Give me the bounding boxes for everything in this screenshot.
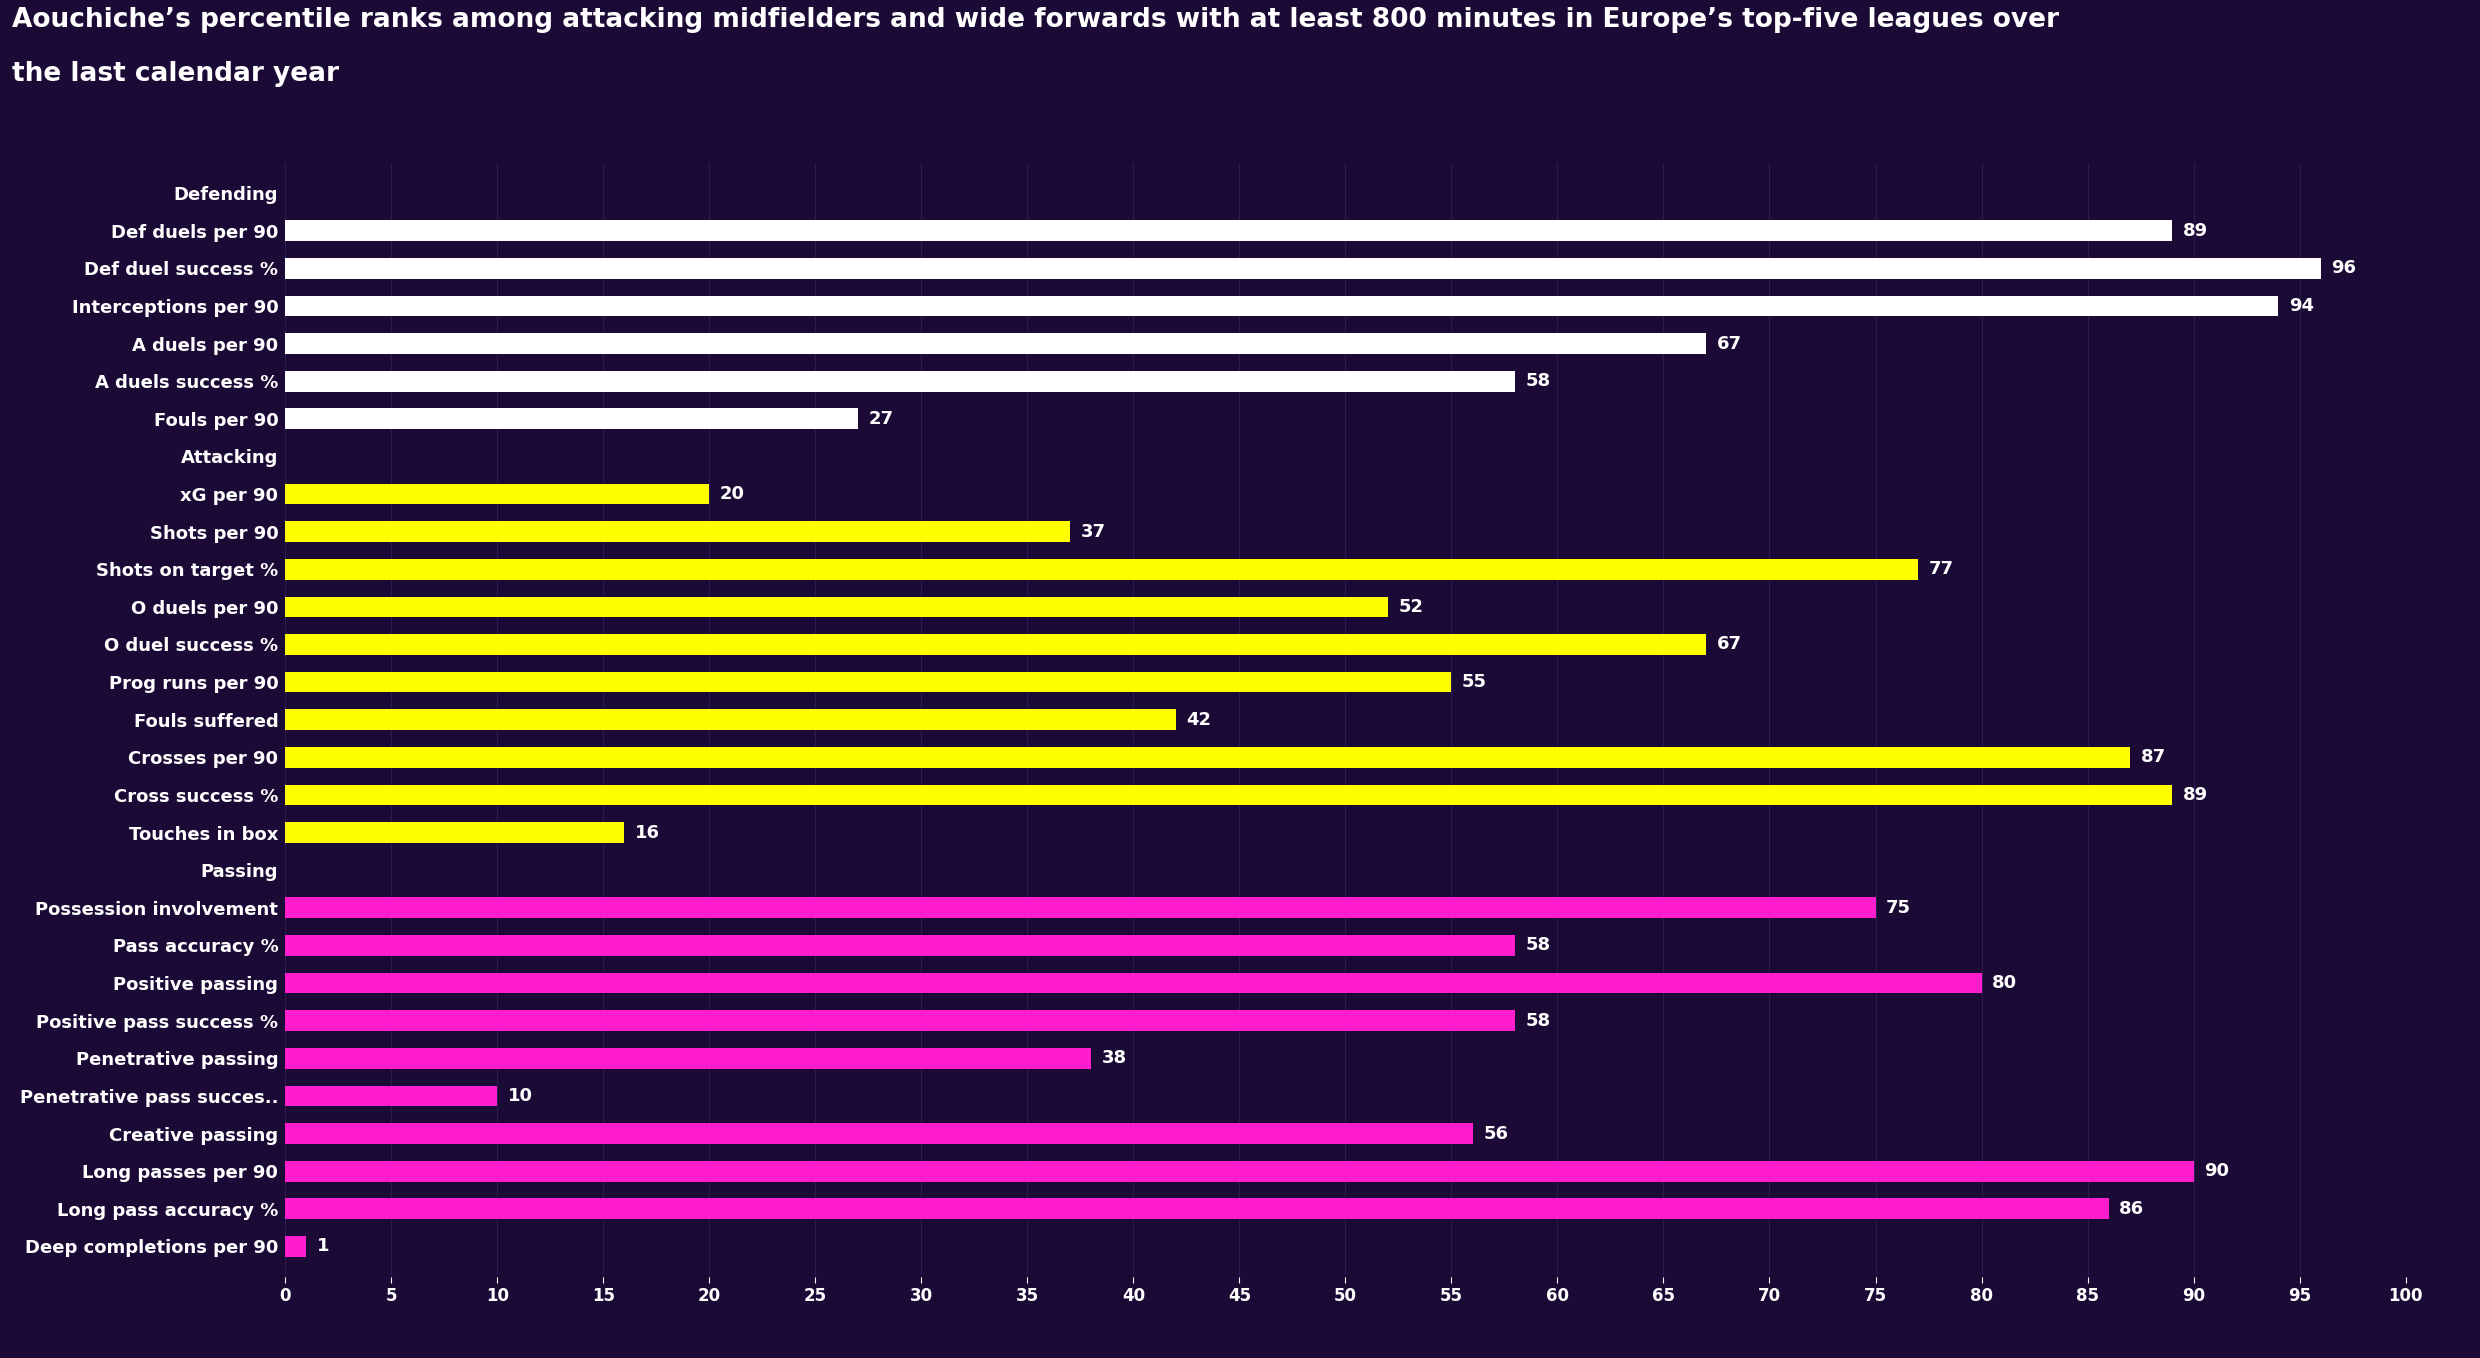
Text: 89: 89 — [2182, 786, 2207, 804]
Bar — [285, 258, 2321, 278]
Text: 86: 86 — [2120, 1200, 2145, 1218]
Text: 94: 94 — [2289, 297, 2314, 315]
Bar — [285, 634, 1706, 655]
Text: 87: 87 — [2140, 748, 2165, 766]
Bar — [285, 521, 1069, 542]
Bar — [285, 1236, 308, 1256]
Bar — [285, 898, 1875, 918]
Bar — [285, 1085, 496, 1107]
Text: 89: 89 — [2182, 221, 2207, 239]
Text: 10: 10 — [508, 1086, 533, 1105]
Text: 58: 58 — [1525, 1012, 1550, 1029]
Bar — [285, 972, 1982, 994]
Text: 96: 96 — [2331, 259, 2356, 277]
Bar — [285, 409, 858, 429]
Text: 37: 37 — [1081, 523, 1106, 540]
Text: 38: 38 — [1101, 1050, 1126, 1067]
Bar — [285, 709, 1176, 731]
Text: 58: 58 — [1525, 372, 1550, 390]
Text: Aouchiche’s percentile ranks among attacking midfielders and wide forwards with : Aouchiche’s percentile ranks among attac… — [12, 7, 2058, 33]
Text: 80: 80 — [1991, 974, 2016, 993]
Bar — [285, 936, 1515, 956]
Bar — [285, 483, 709, 504]
Text: 27: 27 — [868, 410, 893, 428]
Text: 75: 75 — [1887, 899, 1912, 917]
Bar — [285, 371, 1515, 391]
Bar — [285, 1010, 1515, 1031]
Bar — [285, 296, 2279, 316]
Text: 77: 77 — [1929, 561, 1954, 579]
Text: the last calendar year: the last calendar year — [12, 61, 340, 87]
Bar — [285, 747, 2130, 767]
Text: 16: 16 — [635, 823, 660, 842]
Bar — [285, 1048, 1091, 1069]
Text: 55: 55 — [1463, 674, 1488, 691]
Bar — [285, 1123, 1473, 1143]
Text: 56: 56 — [1483, 1124, 1508, 1142]
Text: 67: 67 — [1716, 636, 1741, 653]
Bar — [285, 672, 1451, 693]
Bar — [285, 596, 1389, 618]
Bar — [285, 333, 1706, 354]
Text: 67: 67 — [1716, 334, 1741, 353]
Text: 90: 90 — [2205, 1162, 2230, 1180]
Text: 1: 1 — [317, 1237, 330, 1255]
Text: 58: 58 — [1525, 937, 1550, 955]
Bar — [285, 822, 625, 843]
Bar — [285, 1161, 2192, 1181]
Bar — [285, 1199, 2108, 1219]
Text: 20: 20 — [719, 485, 744, 502]
Bar — [285, 785, 2172, 805]
Text: 52: 52 — [1399, 598, 1424, 617]
Text: 42: 42 — [1185, 710, 1210, 729]
Bar — [285, 220, 2172, 240]
Bar — [285, 559, 1917, 580]
